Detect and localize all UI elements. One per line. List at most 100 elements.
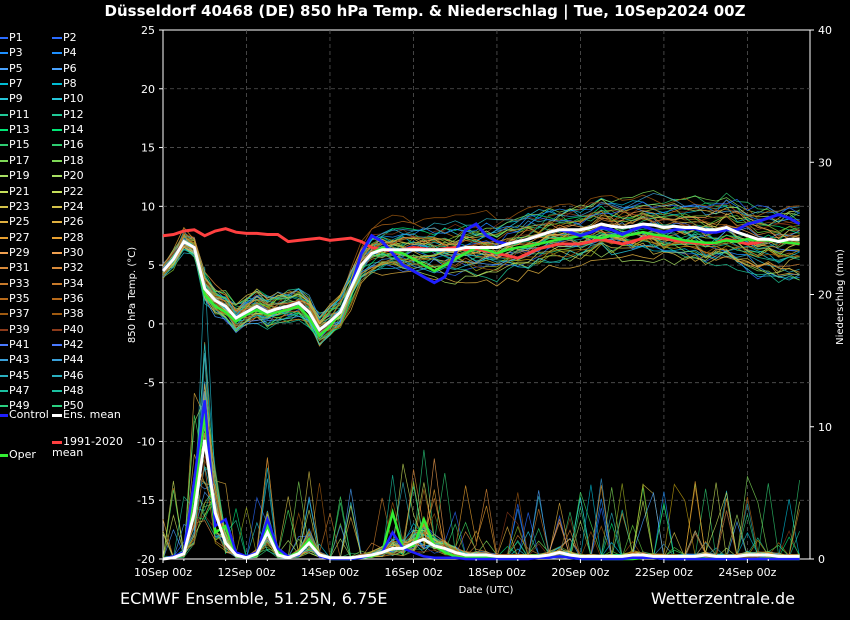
legend-label: 1991-2020 mean — [52, 435, 123, 459]
legend-swatch — [0, 328, 8, 331]
legend-swatch — [52, 113, 62, 116]
legend-item-member: P27 — [0, 231, 30, 245]
legend-swatch — [0, 267, 8, 270]
legend-label: P49 — [9, 399, 30, 413]
legend-item-member: P18 — [52, 154, 84, 168]
legend-swatch — [0, 113, 8, 116]
legend-item-member: P15 — [0, 138, 30, 152]
legend-item-member: P48 — [52, 384, 84, 398]
legend-swatch — [0, 144, 8, 147]
legend-swatch — [0, 175, 8, 178]
legend-label: Oper — [9, 448, 36, 461]
legend-item-member: P25 — [0, 215, 30, 229]
legend-label: P25 — [9, 215, 30, 229]
legend-label: P34 — [63, 276, 84, 290]
legend-swatch — [52, 390, 62, 393]
legend-swatch — [52, 236, 62, 239]
legend-item-member: P6 — [52, 62, 77, 76]
member-temp-line — [162, 207, 800, 327]
legend-item-member: P43 — [0, 353, 30, 367]
legend-swatch — [52, 328, 62, 331]
footer-source: ECMWF Ensemble, 51.25N, 6.75E — [120, 589, 388, 608]
x-tick-label: 20Sep 00z — [551, 566, 609, 579]
legend-item-member: P50 — [52, 399, 84, 413]
legend-label: P46 — [63, 368, 84, 382]
y2-tick-label: 40 — [818, 24, 832, 37]
legend-label: P33 — [9, 276, 30, 290]
legend-item-member: P32 — [52, 261, 84, 275]
y-axis-label: 850 hPa Temp. (°C) — [127, 247, 138, 343]
legend-swatch — [0, 205, 8, 208]
legend-item-clim-mean: 1991-2020 mean — [52, 436, 132, 458]
legend-swatch — [0, 236, 8, 239]
legend-label: P7 — [9, 77, 23, 91]
legend-label: P2 — [63, 31, 77, 44]
legend-item-member: P23 — [0, 200, 30, 214]
legend-item-member: P39 — [0, 323, 30, 337]
legend-swatch — [0, 405, 8, 408]
legend-label: P5 — [9, 61, 23, 75]
member-temp-line — [162, 194, 800, 318]
legend-item-member: P9 — [0, 92, 23, 106]
y-tick-label: -15 — [137, 494, 155, 507]
legend-swatch — [0, 52, 8, 55]
legend-label: P12 — [63, 107, 84, 121]
legend-swatch — [52, 405, 62, 408]
legend-item-member: P46 — [52, 369, 84, 383]
main-series — [161, 213, 801, 561]
legend-item-member: P37 — [0, 307, 30, 321]
legend-swatch — [0, 190, 8, 193]
legend-item-member: P47 — [0, 384, 30, 398]
member-temp-line — [162, 222, 800, 320]
legend-item-member: P30 — [52, 246, 84, 260]
legend-swatch — [52, 190, 62, 193]
y-tick-label: -5 — [144, 377, 155, 390]
legend-item-member: P4 — [52, 46, 77, 60]
legend-item-member: P49 — [0, 399, 30, 413]
legend-label: P1 — [9, 31, 23, 44]
legend-label: P6 — [63, 61, 77, 75]
legend-swatch — [52, 52, 62, 55]
legend-swatch — [52, 251, 62, 254]
y-tick-label: 0 — [148, 318, 155, 331]
legend-label: P40 — [63, 322, 84, 336]
legend-item-member: P40 — [52, 323, 84, 337]
legend-swatch — [0, 374, 8, 377]
legend-label: P8 — [63, 77, 77, 91]
legend-label: P9 — [9, 92, 23, 106]
legend-swatch — [0, 251, 8, 254]
legend-swatch — [52, 144, 62, 147]
legend-swatch — [52, 374, 62, 377]
legend-label: P19 — [9, 169, 30, 183]
legend-swatch — [52, 37, 62, 39]
legend-swatch — [52, 267, 62, 270]
legend-item-member: P16 — [52, 138, 84, 152]
y2-tick-label: 0 — [818, 553, 825, 566]
legend-item-member: P8 — [52, 77, 77, 91]
legend-item-member: P34 — [52, 277, 84, 291]
legend-item-control: Control — [0, 408, 49, 422]
legend-label: P45 — [9, 368, 30, 382]
legend-label: P26 — [63, 215, 84, 229]
legend-item-member: P10 — [52, 92, 84, 106]
legend-label: P47 — [9, 384, 30, 398]
y2-tick-label: 30 — [818, 156, 832, 169]
legend-label: P29 — [9, 245, 30, 259]
legend-item-member: P24 — [52, 200, 84, 214]
control-precip-line — [162, 400, 800, 561]
x-tick-label: 14Sep 00z — [301, 566, 359, 579]
chart-title: Düsseldorf 40468 (DE) 850 hPa Temp. & Ni… — [104, 2, 746, 20]
legend-item-member: P26 — [52, 215, 84, 229]
legend-label: P15 — [9, 138, 30, 152]
legend-label: Control — [9, 408, 49, 421]
legend-label: P31 — [9, 261, 30, 275]
legend-swatch — [52, 98, 62, 101]
legend-item-member: P45 — [0, 369, 30, 383]
y-tick-label: -10 — [137, 435, 155, 448]
y2-tick-label: 10 — [818, 421, 832, 434]
legend-label: P21 — [9, 184, 30, 198]
y2-tick-label: 20 — [818, 289, 832, 302]
legend-item-member: P1 — [0, 31, 23, 45]
legend-swatch — [0, 221, 8, 224]
legend-swatch — [0, 344, 8, 346]
